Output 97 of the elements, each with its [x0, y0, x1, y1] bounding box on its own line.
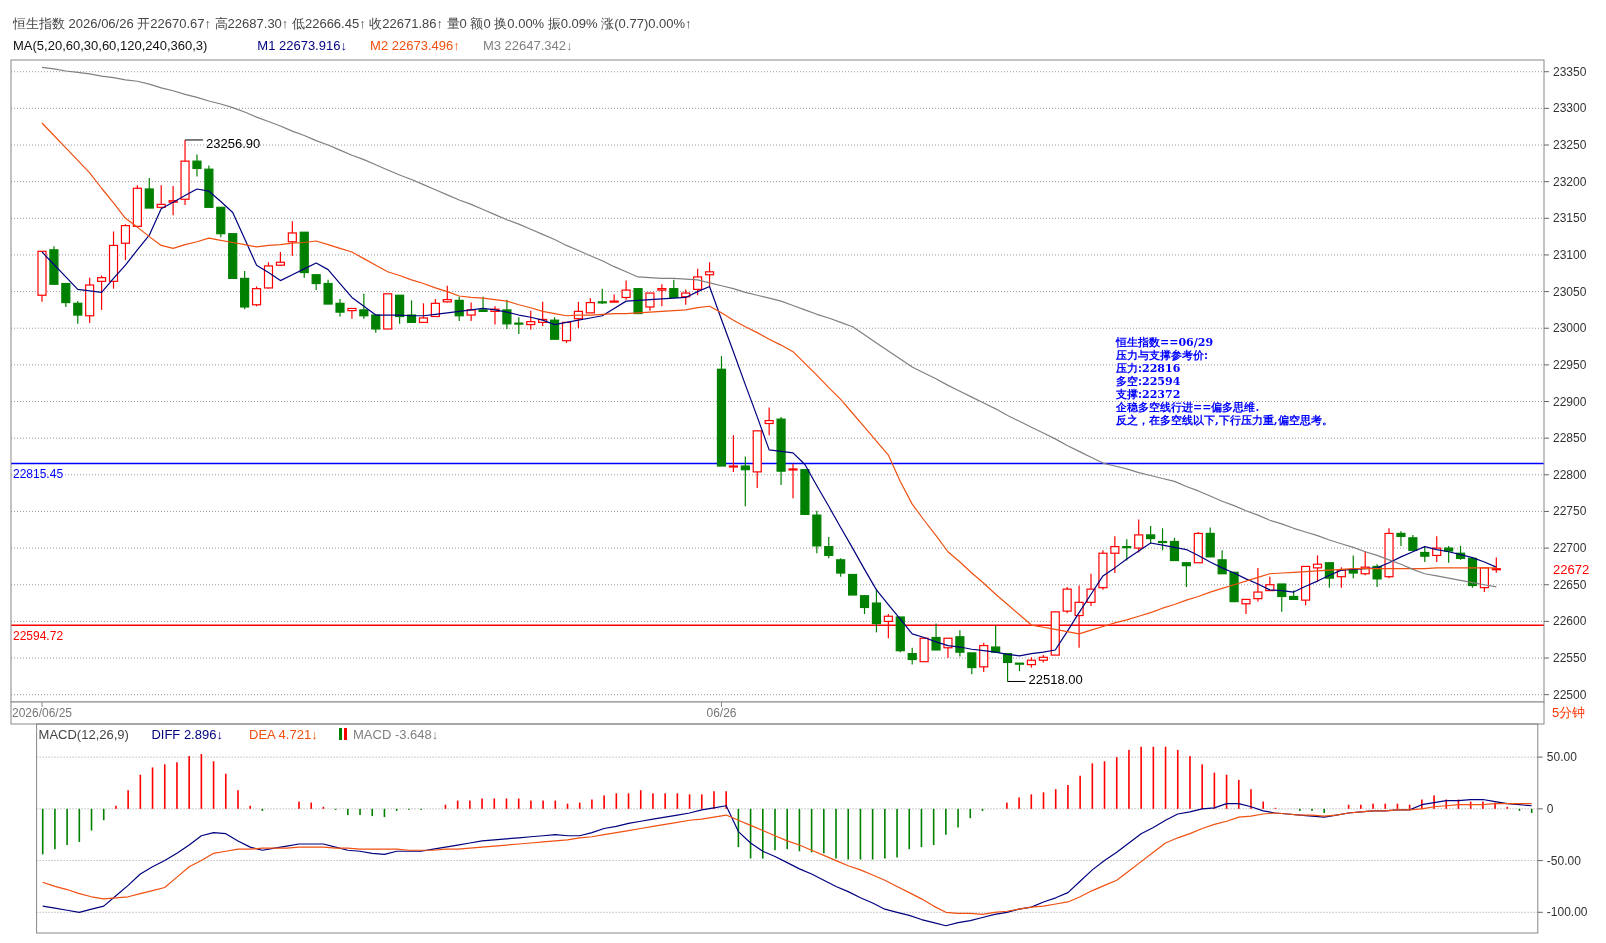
y-tick-label: 23150 — [1553, 211, 1587, 226]
y-tick-label: 23300 — [1553, 101, 1587, 116]
candlestick — [192, 153, 202, 178]
legend-label: MACD -3.648↓ — [353, 727, 439, 742]
text: DIFF 2.896↓ — [151, 727, 223, 742]
y-tick-label: 22550 — [1553, 651, 1587, 666]
annotation: 企稳多空线行进==偏多思维. — [1115, 401, 1260, 414]
candlestick — [657, 283, 667, 307]
candlestick — [824, 536, 834, 559]
y-tick-label: 22650 — [1553, 577, 1587, 592]
y-tick-label: 23350 — [1553, 64, 1587, 79]
candlestick — [168, 185, 178, 216]
candlestick — [418, 302, 429, 323]
candlestick — [728, 434, 738, 473]
candlestick — [97, 274, 107, 311]
y-tick-label: 22800 — [1553, 467, 1587, 482]
y-tick-label: -50.00 — [1546, 853, 1582, 868]
y-tick-label: 22750 — [1553, 504, 1587, 519]
candlestick — [466, 301, 476, 322]
text: M2 22673.496↑ — [370, 38, 460, 53]
candlestick — [836, 557, 846, 578]
candlestick — [1312, 554, 1323, 583]
x-tick-label: 2026/06/25 — [11, 706, 73, 720]
text: M1 22673.916↓ — [257, 38, 347, 53]
candlestick — [919, 637, 929, 663]
candlestick — [263, 261, 274, 290]
candlestick — [621, 280, 631, 301]
candlestick — [1348, 554, 1358, 579]
candlestick — [931, 622, 941, 651]
candlestick — [871, 588, 882, 633]
candlestick — [1110, 535, 1120, 574]
candlestick — [287, 220, 297, 257]
candlestick — [61, 282, 71, 308]
text: M3 22647.342↓ — [482, 38, 573, 53]
annotation: 22518.00 — [1028, 672, 1083, 688]
x-tick-label: 06/26 — [706, 706, 737, 720]
candlestick — [764, 406, 774, 436]
y-tick-label: 22600 — [1553, 614, 1587, 629]
y-tick-label: 23200 — [1553, 174, 1587, 189]
candlestick — [478, 296, 488, 312]
annotation: 支撑:22372 — [1115, 388, 1181, 401]
annotation: 恒生指数==06/29 — [1115, 336, 1214, 349]
candlestick — [347, 307, 357, 320]
candlestick — [740, 455, 750, 507]
annotation: 23256.90 — [206, 135, 261, 151]
candlestick — [73, 300, 83, 325]
candlestick — [144, 177, 154, 209]
chart-title: MACD(12,26,9) — [38, 727, 129, 742]
y-tick-label: -100.00 — [1546, 905, 1588, 920]
y-tick-label: 22900 — [1553, 394, 1587, 409]
annotation: 多空:22594 — [1116, 375, 1181, 388]
ref-line-label: 22594.72 — [13, 629, 64, 644]
annotation: 反之，在多空线以下,下行压力重,偏空思考。 — [1115, 414, 1333, 427]
y-tick-label: 0 — [1546, 801, 1554, 816]
ref-line-label: 22815.45 — [13, 467, 64, 482]
candlestick — [1205, 526, 1215, 558]
candlestick — [502, 299, 512, 330]
candlestick — [549, 316, 560, 340]
candlestick — [120, 223, 131, 261]
y-tick-label: 23000 — [1553, 321, 1587, 336]
candlestick — [1062, 586, 1072, 614]
y-tick-label: 22850 — [1553, 431, 1587, 446]
candlestick — [406, 299, 417, 323]
candlestick — [704, 261, 715, 288]
text: 22672 — [1553, 561, 1590, 577]
candlestick — [359, 293, 369, 320]
y-tick-label: 22950 — [1553, 357, 1587, 372]
candlestick — [1253, 567, 1263, 603]
candlestick — [526, 310, 536, 331]
candlestick — [251, 285, 262, 307]
y-tick-label: 50.00 — [1546, 750, 1578, 765]
y-tick-label: 23250 — [1553, 138, 1587, 153]
candlestick — [788, 463, 798, 499]
candlestick — [323, 279, 333, 305]
chart-title: 恒生指数 2026/06/26 开22670.67↑ 高22687.30↑ 低22666.45↑ 收22671.86↑ 量0 额0 换0.00% 振0.09% 涨(0.77)0.00%↑ — [12, 16, 692, 31]
candlestick — [1181, 562, 1191, 588]
annotation: 压力:22816 — [1115, 362, 1181, 375]
candlestick — [1277, 583, 1287, 613]
candlestick — [1169, 537, 1180, 562]
y-tick-label: 23100 — [1553, 247, 1587, 262]
candlestick — [967, 652, 977, 675]
x-axis-title: 5分钟 — [1552, 705, 1586, 720]
candlestick — [693, 268, 703, 296]
chart-subtitle: MA(5,20,60,30,60,120,240,360,3) — [13, 38, 208, 53]
text: DEA 4.721↓ — [249, 727, 318, 742]
y-tick-label: 22700 — [1553, 541, 1587, 556]
candlestick — [1241, 598, 1251, 615]
y-tick-label: 22500 — [1553, 687, 1587, 702]
candlestick — [859, 594, 870, 615]
candlestick — [848, 573, 858, 596]
candlestick — [979, 642, 989, 673]
candlestick — [955, 629, 965, 658]
candlestick — [1396, 530, 1406, 547]
candlestick — [1157, 527, 1168, 551]
candlestick — [1122, 538, 1132, 562]
y-tick-label: 23050 — [1553, 284, 1587, 299]
annotation: 压力与支撑参考价: — [1115, 349, 1209, 362]
